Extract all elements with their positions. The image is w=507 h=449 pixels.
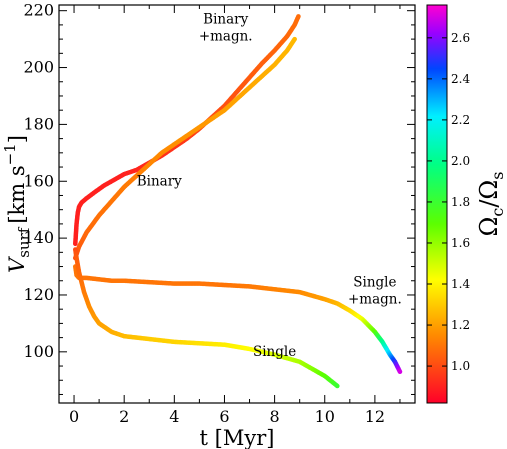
- y-tick-label: 220: [23, 1, 54, 20]
- colorbar-tick-label: 1.6: [451, 236, 470, 250]
- series-4-point: [334, 383, 340, 389]
- colorbar-title: Ωc/Ωs: [475, 171, 507, 236]
- series-2: [73, 36, 297, 261]
- annotation-label: +magn.: [199, 28, 253, 44]
- colorbar-tick-label: 1.4: [451, 277, 470, 291]
- y-tick-label: 100: [23, 342, 54, 361]
- x-tick-label: 8: [270, 407, 280, 426]
- colorbar-tick-label: 2.4: [451, 72, 470, 86]
- annotation-label: +magn.: [348, 291, 402, 307]
- y-axis-title-unit: [km s: [5, 165, 29, 223]
- y-tick-label: 160: [23, 171, 54, 190]
- series-1: [73, 14, 301, 247]
- x-tick-label: 6: [219, 407, 229, 426]
- y-axis-title-close: ]: [5, 135, 29, 143]
- colorbar-title-base: Ω: [475, 217, 503, 237]
- series-3-point: [397, 369, 403, 375]
- svg-text:Vsurf[km s−1]: Vsurf [km s−1]: [1, 135, 33, 273]
- x-tick-label: 0: [69, 407, 79, 426]
- colorbar-gradient: [426, 4, 448, 404]
- series-3: [73, 264, 403, 375]
- colorbar-tick-label: 2.6: [451, 31, 470, 45]
- colorbar-tick-label: 1.2: [451, 318, 470, 332]
- y-axis-title-exp: −1: [1, 143, 19, 165]
- annotation-label: Binary: [203, 11, 248, 27]
- y-axis-title-base: V: [5, 256, 29, 273]
- colorbar-tick-label: 2.0: [451, 154, 470, 168]
- x-axis-title: t [Myr]: [200, 426, 275, 449]
- y-tick-label: 120: [23, 285, 54, 304]
- x-tick-label: 2: [119, 407, 129, 426]
- y-tick-label: 180: [23, 114, 54, 133]
- colorbar-title-sub2: s: [488, 171, 507, 179]
- y-axis-title-sub: surf: [15, 226, 33, 258]
- series-2-point: [292, 36, 297, 42]
- annotation-label: Binary: [137, 174, 182, 190]
- series-1-point: [296, 14, 301, 19]
- series-4: [73, 247, 340, 389]
- y-tick-label: 140: [23, 228, 54, 247]
- x-tick-label: 4: [169, 407, 179, 426]
- y-tick-label: 200: [23, 58, 54, 77]
- colorbar: 1.0 1.2 1.4 1.6 1.8 2.0 2.2 2.4 2.6 Ωc/Ωs: [426, 4, 507, 404]
- colorbar-tick-label: 1.0: [451, 359, 470, 373]
- colorbar-tick-label: 1.8: [451, 195, 470, 209]
- colorbar-ticks: 1.0 1.2 1.4 1.6 1.8 2.0 2.2 2.4 2.6: [427, 31, 470, 373]
- colorbar-tick-label: 2.2: [451, 113, 470, 127]
- plot-axes: 0 2 4 6 8 10 12 100 120 140 160 180 200 220: [23, 1, 416, 426]
- colorbar-title-sub1: c: [488, 208, 507, 217]
- x-tick-label: 12: [365, 407, 385, 426]
- plot-frame: [58, 4, 416, 404]
- data-series-layer: [73, 14, 403, 389]
- annotation-label: Single: [253, 344, 296, 360]
- y-axis-title: Vsurf [km s−1]: [1, 135, 33, 273]
- annotation-label: Single: [353, 274, 396, 290]
- x-tick-label: 10: [315, 407, 335, 426]
- colorbar-title-slash: /Ω: [475, 180, 503, 208]
